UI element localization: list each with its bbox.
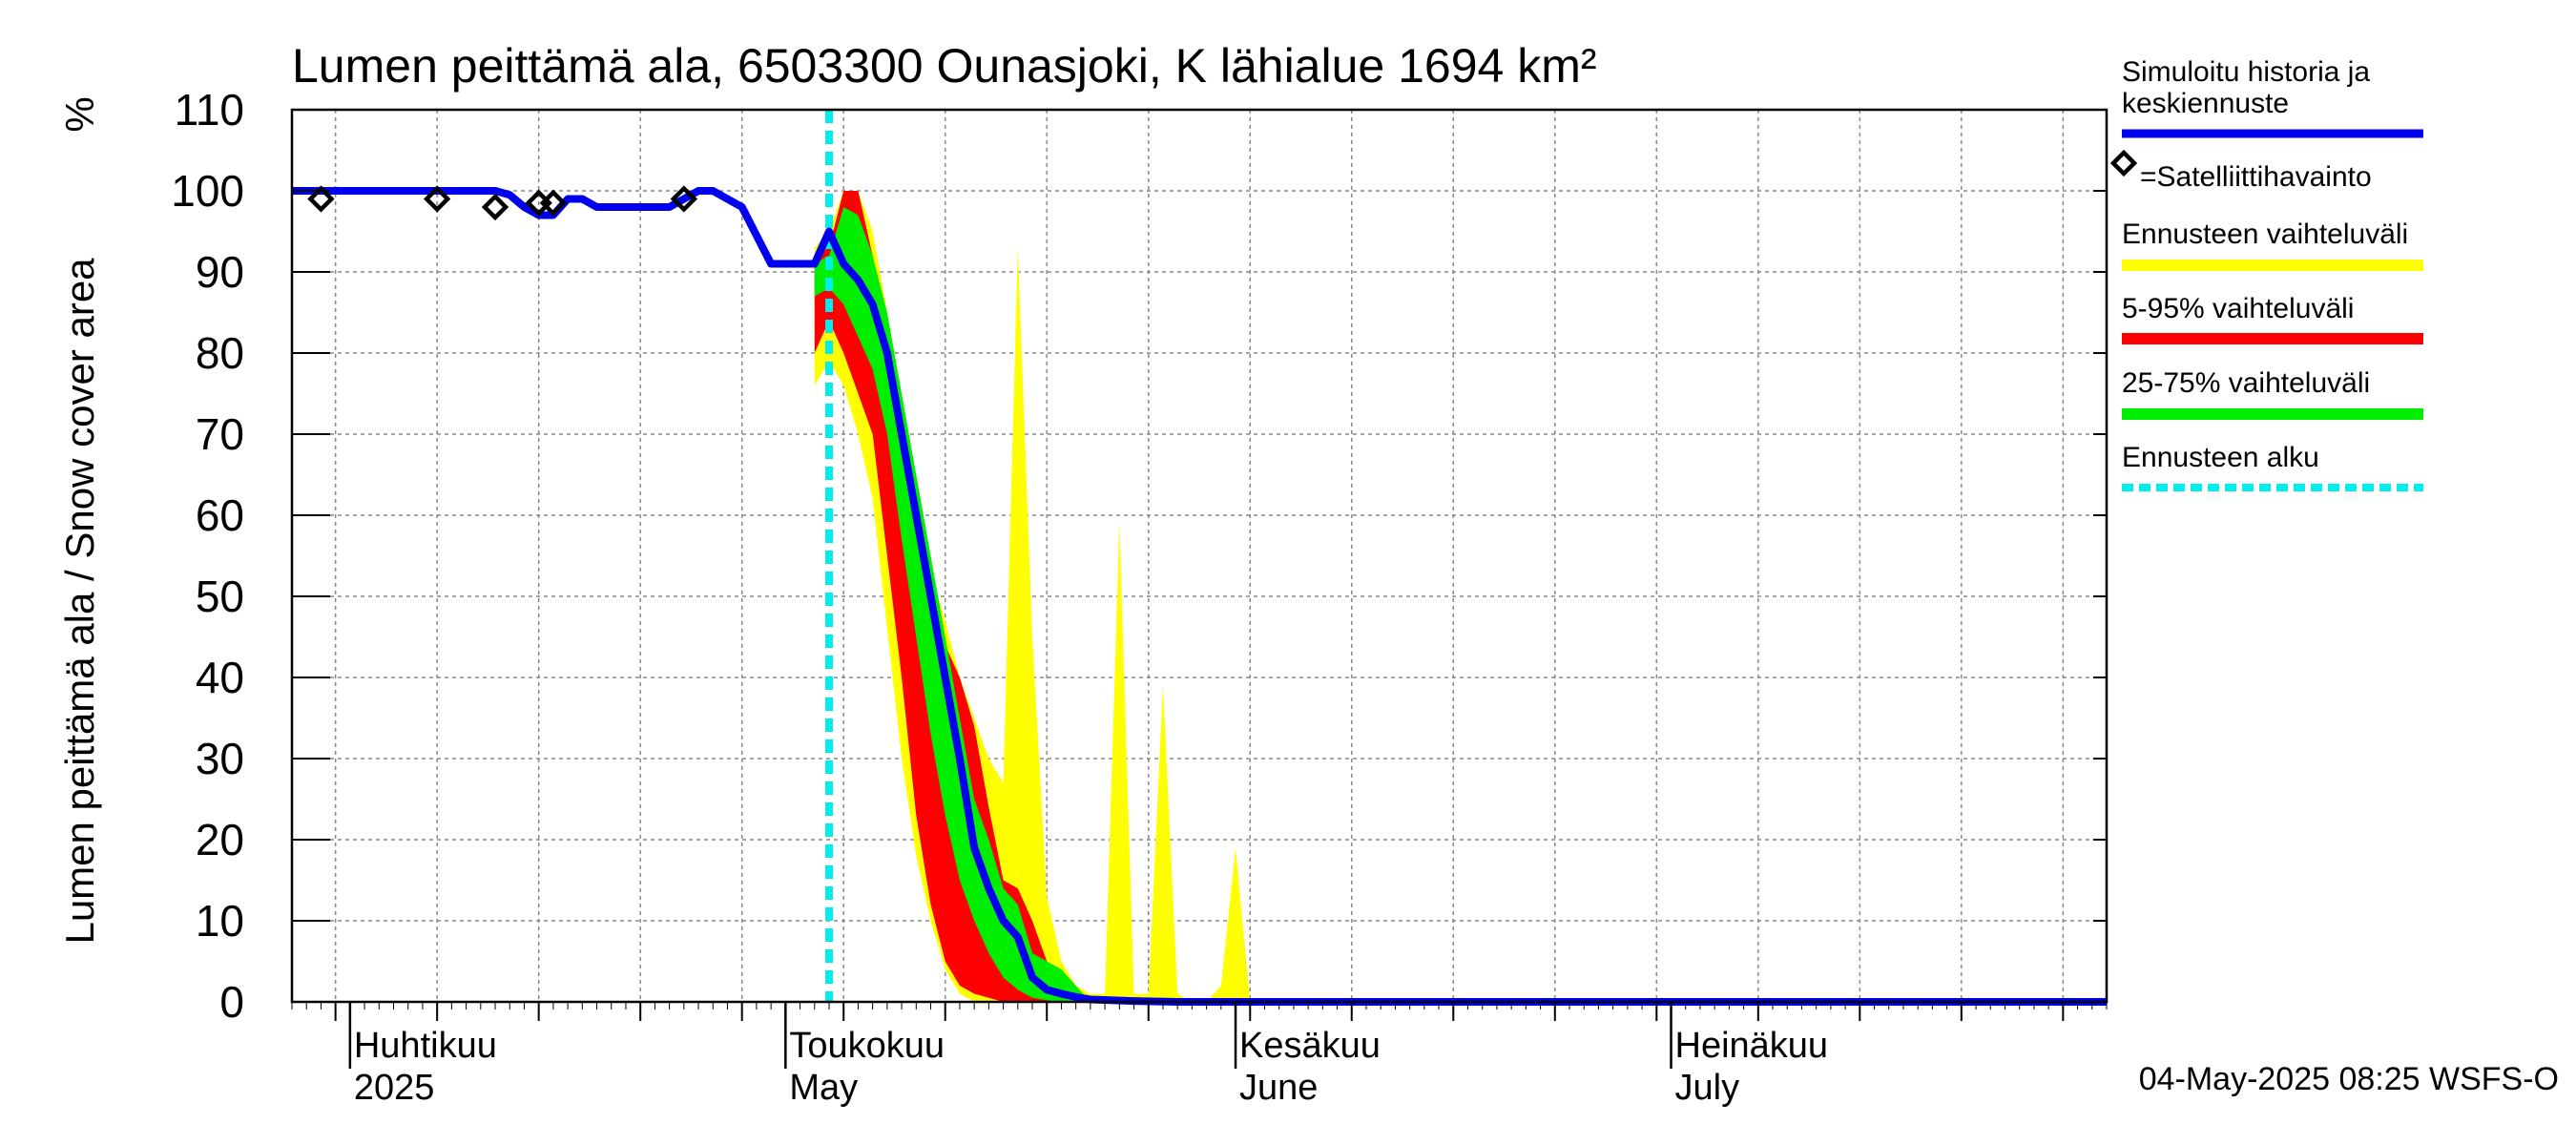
observation-point xyxy=(423,185,451,213)
y-tick-label: 50 xyxy=(196,572,244,621)
observation-point xyxy=(481,193,509,221)
x-month-sublabel: June xyxy=(1239,1068,1318,1108)
y-axis-label: Lumen peittämä ala / Snow cover area xyxy=(57,258,102,945)
plot-background xyxy=(292,110,2107,1002)
legend-forecast_start-label: Ennusteen alku xyxy=(2122,442,2319,473)
x-month-label: Heinäkuu xyxy=(1675,1026,1829,1066)
x-month-sublabel: May xyxy=(789,1068,858,1108)
legend-simulated-label-line1: Simuloitu historia ja xyxy=(2122,56,2370,88)
x-month-label: Kesäkuu xyxy=(1239,1026,1381,1066)
y-tick-label: 10 xyxy=(196,896,244,946)
legend-range_full-label: Ennusteen vaihteluväli xyxy=(2122,219,2408,250)
plot-frame xyxy=(290,108,2109,1004)
x-month-label: Toukokuu xyxy=(789,1026,945,1066)
legend-range_5_95-label: 5-95% vaihteluväli xyxy=(2122,293,2354,324)
footer-timestamp: 04-May-2025 08:25 WSFS-O xyxy=(2139,1061,2559,1097)
y-tick-label: 70 xyxy=(196,409,244,459)
y-tick-label: 110 xyxy=(175,85,244,135)
legend-simulated-label-line2: keskiennuste xyxy=(2122,88,2289,119)
band-25-75 xyxy=(814,207,1091,1002)
observation-point xyxy=(670,185,698,213)
y-tick-label: 100 xyxy=(171,166,244,216)
legend-observation-label: =Satelliittihavainto xyxy=(2140,161,2372,193)
chart-title: Lumen peittämä ala, 6503300 Ounasjoki, K… xyxy=(292,39,1597,93)
y-tick-label: 30 xyxy=(196,734,244,783)
y-axis-unit: % xyxy=(57,96,102,132)
y-tick-label: 0 xyxy=(219,977,244,1027)
x-month-sublabel: July xyxy=(1675,1068,1740,1108)
y-tick-label: 40 xyxy=(196,653,244,702)
legend-observation-marker xyxy=(2109,149,2138,177)
y-tick-label: 80 xyxy=(196,328,244,378)
observation-point xyxy=(539,189,568,217)
y-tick-label: 60 xyxy=(196,490,244,540)
y-tick-label: 90 xyxy=(196,247,244,297)
y-tick-label: 20 xyxy=(196,815,244,864)
x-month-label: Huhtikuu xyxy=(354,1026,497,1066)
x-month-sublabel: 2025 xyxy=(354,1068,435,1108)
legend-range_25_75-label: 25-75% vaihteluväli xyxy=(2122,367,2370,399)
observation-point xyxy=(307,185,335,213)
